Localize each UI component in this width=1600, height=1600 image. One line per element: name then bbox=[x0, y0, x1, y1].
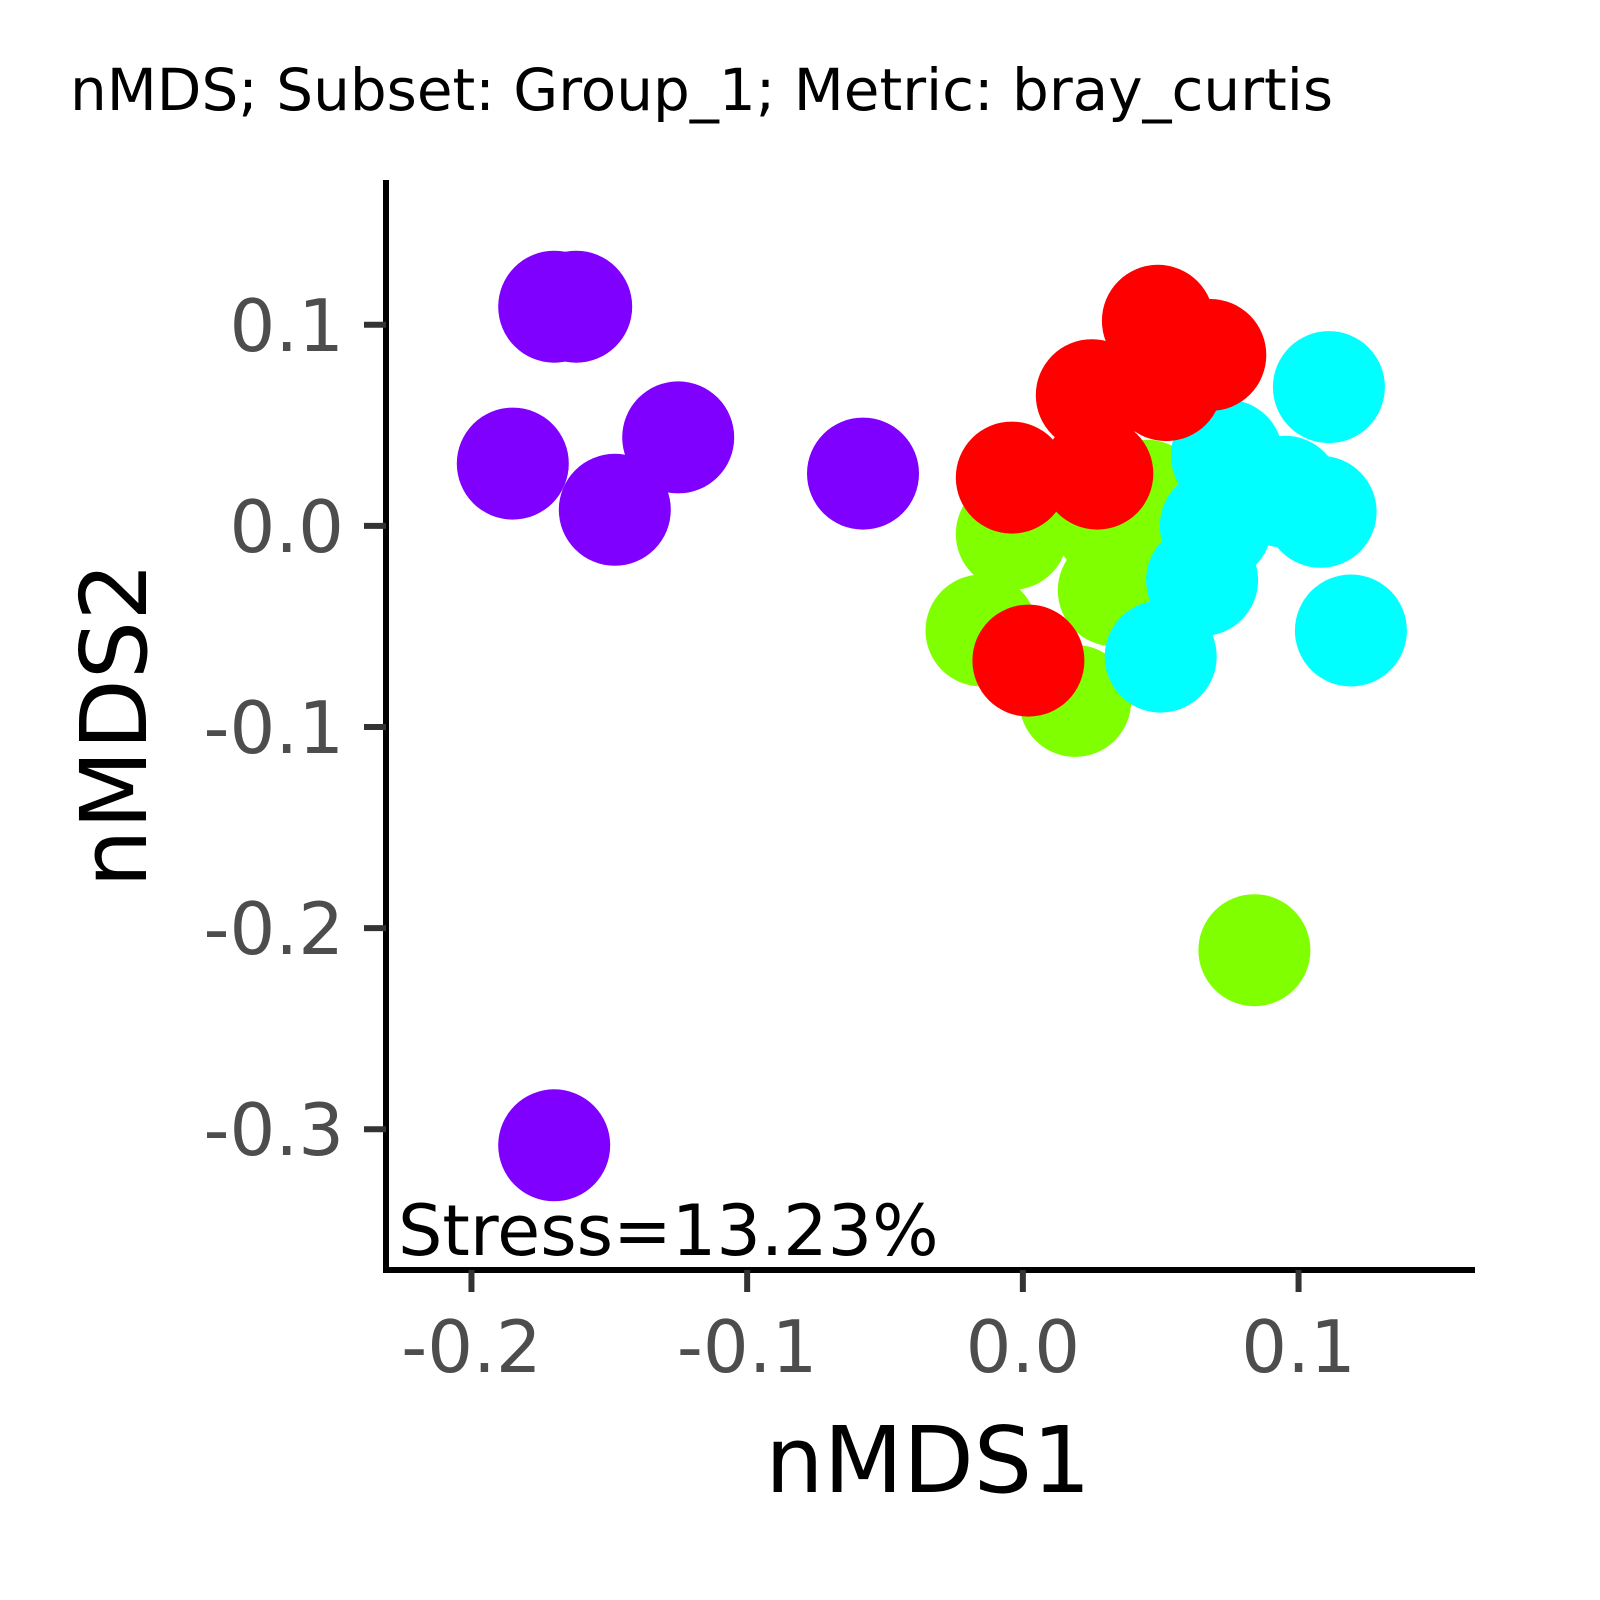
data-point-series-3-7 bbox=[1272, 331, 1385, 444]
stress-annotation: Stress=13.23% bbox=[398, 1190, 939, 1272]
ticks-layer: -0.2 -0.1 0.0 0.1 0.1 0.0 -0.1 -0.2 -0.3 bbox=[204, 284, 1356, 1389]
data-point-series-3-8 bbox=[1294, 574, 1407, 687]
data-point-series-4-5 bbox=[1041, 417, 1154, 530]
y-tick-label: -0.1 bbox=[204, 686, 344, 770]
y-axis-title: nMDS2 bbox=[61, 562, 168, 887]
data-point-series-1-2 bbox=[520, 250, 633, 363]
chart-title: nMDS; Subset: Group_1; Metric: bray_curt… bbox=[70, 56, 1333, 124]
data-point-series-1-4 bbox=[558, 453, 671, 566]
data-point-series-1-5 bbox=[622, 381, 735, 494]
points-layer bbox=[456, 250, 1407, 1202]
data-point-series-4-7 bbox=[972, 604, 1085, 717]
x-tick-label: -0.1 bbox=[677, 1305, 817, 1389]
x-axis-title: nMDS1 bbox=[765, 1407, 1090, 1514]
y-tick-label: -0.2 bbox=[204, 887, 344, 971]
data-point-series-3-6 bbox=[1104, 600, 1217, 713]
x-tick-label: 0.1 bbox=[1241, 1305, 1356, 1389]
x-tick-label: 0.0 bbox=[966, 1305, 1081, 1389]
data-point-series-3-3 bbox=[1264, 455, 1377, 568]
data-point-series-2-7 bbox=[1198, 894, 1311, 1007]
y-tick-label: 0.1 bbox=[229, 284, 344, 368]
data-point-series-1-3 bbox=[456, 407, 569, 520]
data-point-series-1-7 bbox=[498, 1089, 611, 1202]
data-point-series-4-6 bbox=[955, 421, 1068, 534]
y-tick-label: 0.0 bbox=[229, 485, 344, 569]
y-tick-label: -0.3 bbox=[204, 1088, 344, 1172]
x-tick-label: -0.2 bbox=[401, 1305, 541, 1389]
data-point-series-1-6 bbox=[807, 417, 919, 530]
